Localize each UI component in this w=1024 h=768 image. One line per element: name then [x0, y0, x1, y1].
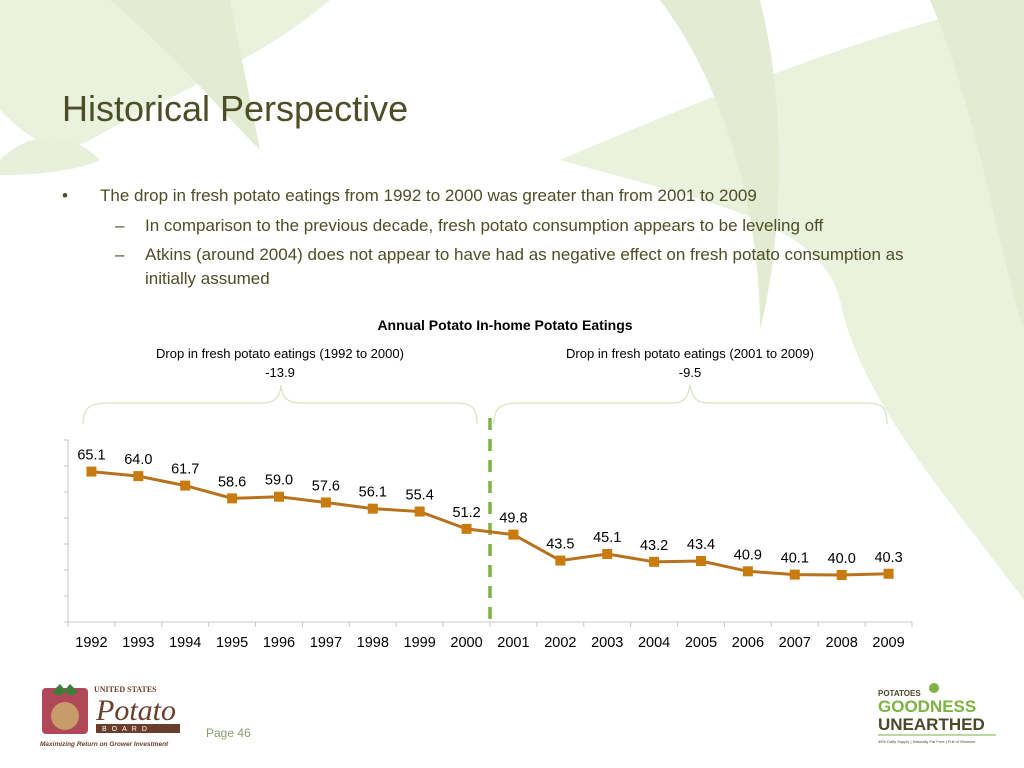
data-point-marker [227, 493, 238, 504]
data-point-marker [742, 566, 753, 577]
annotation-value: -9.5 [678, 365, 702, 380]
x-tick-label: 2005 [685, 635, 717, 651]
x-tick-label: 2007 [779, 635, 811, 651]
data-point-marker [649, 556, 660, 567]
data-label: 57.6 [312, 478, 340, 494]
dash-marker: – [115, 245, 125, 264]
x-tick-label: 1998 [357, 635, 389, 651]
data-point-marker [180, 480, 191, 491]
united-states-potato-board-logo: UNITED STATES Potato BOARD Maximizing Re… [38, 678, 188, 750]
data-point-marker [133, 471, 144, 482]
x-axis-labels: 1992 1993 1994 1995 1996 1997 1998 1999 2000 2001… [75, 635, 904, 651]
chart-axes [64, 418, 913, 627]
data-label: 40.3 [874, 550, 902, 566]
usp-logo-icon: UNITED STATES Potato BOARD Maximizing Re… [40, 684, 180, 748]
x-tick-label: 1995 [216, 635, 248, 651]
pgu-logo-icon: POTATOES GOODNESS UNEARTHED 45% Daily Su… [878, 683, 996, 744]
svg-text:45% Daily Supply | Naturally F: 45% Daily Supply | Naturally Fat Free | … [878, 739, 975, 744]
x-tick-label: 1994 [169, 635, 201, 651]
data-point-marker [461, 523, 472, 534]
data-label: 61.7 [171, 462, 199, 478]
x-tick-label: 2004 [638, 635, 670, 651]
chart-title: Annual Potato In-home Potato Eatings [377, 317, 633, 333]
annotation-2001-2009: Drop in fresh potato eatings (2001 to 20… [510, 344, 870, 382]
data-label: 51.2 [452, 505, 480, 521]
svg-text:POTATOES: POTATOES [878, 689, 921, 698]
data-point-marker [883, 568, 894, 579]
x-tick-label: 2008 [826, 635, 858, 651]
annotation-label: Drop in fresh potato eatings (2001 to 20… [566, 346, 814, 361]
series-polyline [91, 470, 889, 577]
potatoes-goodness-unearthed-logo: POTATOES GOODNESS UNEARTHED 45% Daily Su… [876, 680, 1006, 750]
data-point-marker [789, 569, 800, 580]
data-point-marker [367, 503, 378, 514]
data-point-marker [836, 570, 847, 580]
data-label: 65.1 [77, 448, 105, 464]
page-number: Page 46 [206, 726, 251, 740]
x-tick-label: 2000 [450, 635, 482, 651]
data-label: 45.1 [593, 530, 621, 546]
x-tick-label: 2002 [544, 635, 576, 651]
annotation-label: Drop in fresh potato eatings (1992 to 20… [156, 346, 404, 361]
brace-left [82, 384, 478, 425]
data-label: 49.8 [499, 511, 527, 527]
data-label: 43.2 [640, 538, 668, 554]
data-point-marker [320, 497, 331, 508]
svg-text:GOODNESS: GOODNESS [878, 697, 976, 716]
data-label: 43.5 [546, 537, 574, 553]
x-tick-label: 2009 [872, 635, 904, 651]
data-point-marker [414, 506, 425, 517]
x-tick-label: 1993 [122, 635, 154, 651]
data-label: 58.6 [218, 474, 246, 490]
data-label: 64.0 [124, 452, 152, 468]
svg-text:BOARD: BOARD [102, 726, 152, 733]
x-tick-label: 2001 [497, 635, 529, 651]
data-label: 40.9 [734, 547, 762, 563]
annotation-braces [82, 384, 888, 425]
data-label: 40.0 [828, 551, 856, 567]
brace-right [493, 384, 888, 425]
x-tick-label: 1992 [75, 635, 107, 651]
data-point-marker [696, 555, 706, 566]
bullet-marker: • [62, 186, 68, 205]
svg-text:Potato: Potato [95, 694, 176, 727]
sub-bullet-1-text: In comparison to the previous decade, fr… [145, 216, 824, 235]
data-label: 55.4 [406, 488, 434, 504]
data-label: 59.0 [265, 473, 293, 489]
x-tick-label: 1999 [404, 635, 436, 651]
x-tick-label: 2006 [732, 635, 764, 651]
annotation-value: -13.9 [265, 365, 295, 380]
series-line: 65.1 64.0 61.7 58.6 59.0 57.6 56.1 55.4 51.2 49.8… [77, 448, 903, 580]
x-tick-label: 2003 [591, 635, 623, 651]
svg-text:Maximizing Return on Grower In: Maximizing Return on Grower Investment [40, 741, 169, 748]
data-label: 43.4 [687, 537, 715, 553]
sub-bullet-2-text: Atkins (around 2004) does not appear to … [145, 245, 904, 288]
bullet-main-text: The drop in fresh potato eatings from 19… [100, 186, 757, 205]
data-point-marker [602, 548, 613, 559]
svg-text:UNITED STATES: UNITED STATES [94, 685, 157, 694]
svg-text:UNEARTHED: UNEARTHED [878, 715, 985, 734]
data-point-marker [555, 555, 566, 566]
data-label: 40.1 [781, 551, 809, 567]
data-point-marker [86, 466, 97, 477]
dash-marker: – [115, 216, 125, 235]
x-tick-label: 1997 [310, 635, 342, 651]
annotation-1992-2000: Drop in fresh potato eatings (1992 to 20… [100, 344, 460, 382]
data-point-marker [274, 491, 284, 502]
x-tick-label: 1996 [263, 635, 295, 651]
data-point-marker [508, 529, 519, 540]
slide-title: Historical Perspective [62, 88, 409, 129]
data-label: 56.1 [359, 485, 387, 501]
